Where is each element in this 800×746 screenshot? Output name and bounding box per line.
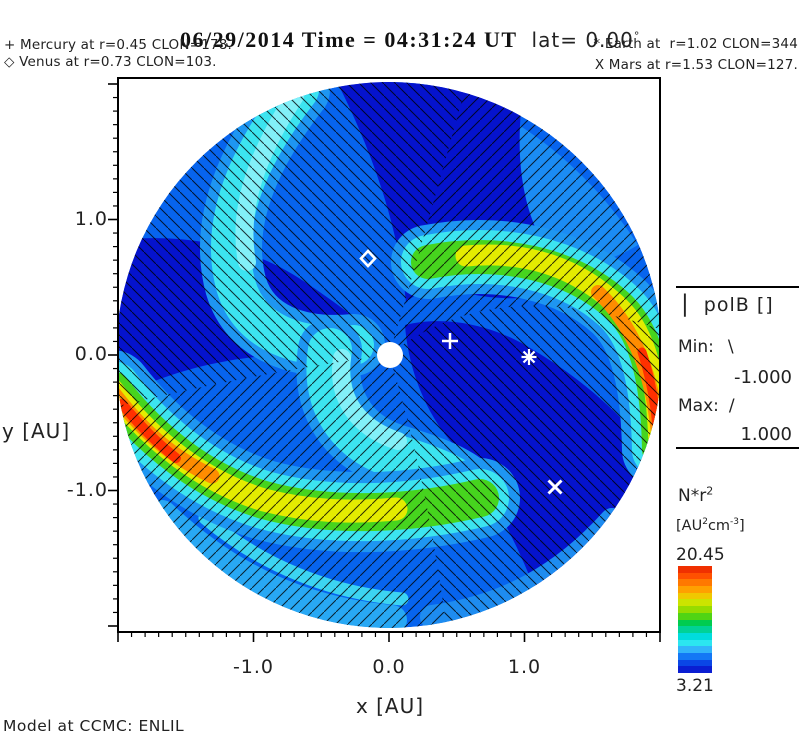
negative-hatch-glyph: \ [727, 337, 734, 357]
colorbar-band [678, 586, 712, 593]
colorbar-band [678, 572, 712, 580]
colorbar-band [678, 646, 712, 653]
positive-hatch-glyph: / [728, 396, 735, 416]
polb-max-value: 1.000 [740, 424, 792, 445]
colorbar-band [678, 652, 712, 660]
degree-symbol: ° [633, 29, 641, 43]
colorbar [678, 566, 712, 673]
model-credit: Model at CCMC: ENLIL [3, 717, 185, 735]
colorbar-band [678, 599, 712, 607]
colorbar-band [678, 592, 712, 600]
colorbar-quantity-label: N*r2 [678, 484, 714, 506]
colorbar-band [678, 659, 712, 667]
earth-marker [521, 349, 537, 365]
earth-annotation: * Earth at r=1.02 CLON=344 [593, 36, 798, 52]
title-datetime: 06/29/2014 Time = 04:31:24 UT [179, 27, 518, 52]
page-title: 06/29/2014 Time = 04:31:24 UT lat= 0.00° [0, 8, 800, 72]
colorbar-min-label: 3.21 [676, 676, 714, 696]
polb-min-row: Min: \ [678, 337, 734, 357]
title-latitude: lat= 0.00° [531, 28, 641, 52]
mars-marker [547, 479, 563, 495]
venus-marker [359, 249, 377, 268]
colorbar-band [678, 619, 712, 627]
venus-annotation: ◇ Venus at r=0.73 CLON=103. [4, 54, 217, 70]
colorbar-band [678, 579, 712, 587]
colorbar-band [678, 612, 712, 620]
colorbar-band [678, 566, 712, 573]
mercury-marker [442, 333, 458, 349]
polb-max-row: Max: / [678, 396, 735, 416]
polb-legend-title: | polB [] [681, 291, 774, 317]
colorbar-band [678, 639, 712, 647]
sun-marker [377, 342, 403, 368]
colorbar-units-label: [AU2cm-3] [676, 517, 745, 534]
colorbar-band [678, 632, 712, 640]
polb-min-value: -1.000 [733, 367, 792, 388]
colorbar-band [678, 606, 712, 613]
legend-divider-top [676, 286, 799, 288]
mercury-annotation: + Mercury at r=0.45 CLON=178. [4, 37, 233, 53]
x-axis-ticks [117, 632, 661, 642]
polb-bar-glyph: | [681, 291, 689, 317]
colorbar-band [678, 626, 712, 633]
mars-annotation: X Mars at r=1.53 CLON=127. [594, 57, 798, 73]
colorbar-max-label: 20.45 [676, 545, 725, 565]
colorbar-band [678, 666, 712, 673]
y-axis-ticks [108, 83, 118, 627]
legend-divider-bottom [676, 447, 799, 449]
